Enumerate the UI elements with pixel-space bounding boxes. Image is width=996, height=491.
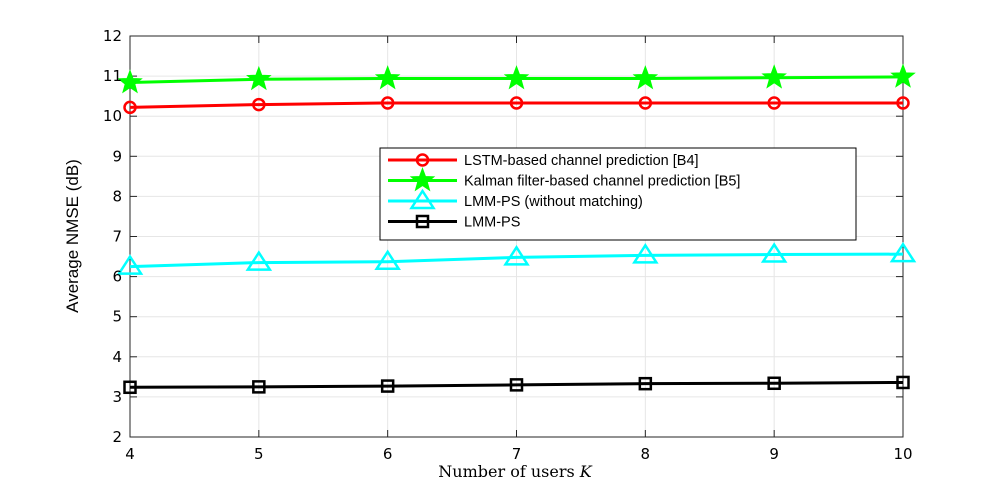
data-point-marker xyxy=(896,375,910,390)
data-point-marker xyxy=(638,96,653,110)
data-point-marker xyxy=(374,65,401,90)
legend-label: LMM-PS (without matching) xyxy=(464,194,643,210)
data-point-marker xyxy=(380,379,395,393)
y-tick-label: 9 xyxy=(112,147,122,165)
legend-label: LMM-PS xyxy=(464,215,520,231)
y-tick-label: 7 xyxy=(112,228,122,246)
x-tick-label: 8 xyxy=(641,445,651,463)
data-point-marker xyxy=(245,250,273,271)
legend-item: LMM-PS xyxy=(388,215,520,231)
legend-item: LSTM-based channel prediction [B4] xyxy=(388,153,699,169)
series-line xyxy=(129,380,904,389)
x-tick-label: 10 xyxy=(893,445,912,463)
y-tick-label: 12 xyxy=(103,27,122,45)
series-line xyxy=(129,252,904,269)
data-point-marker xyxy=(123,380,137,395)
x-tick-label: 5 xyxy=(254,445,264,463)
data-point-marker xyxy=(252,380,266,394)
x-axis-label-variable: K xyxy=(579,462,593,481)
data-point-marker xyxy=(503,245,530,266)
y-tick-label: 11 xyxy=(103,67,122,85)
data-point-marker xyxy=(117,69,143,94)
legend-marker xyxy=(415,153,430,167)
y-tick-label: 3 xyxy=(112,388,122,406)
x-axis-label-text: Number of users xyxy=(438,462,574,481)
tick-labels: 4 5 6 7 8 9 10 2 3 4 5 6 7 8 9 10 11 12 xyxy=(103,27,913,463)
data-point-marker xyxy=(890,63,916,88)
legend-label: Kalman filter-based channel prediction [… xyxy=(464,174,740,190)
series-1 xyxy=(117,63,916,94)
data-point-marker xyxy=(638,376,653,391)
x-tick-label: 7 xyxy=(512,445,522,463)
axes xyxy=(129,35,904,438)
data-point-marker xyxy=(252,97,266,112)
legend-marker xyxy=(409,167,436,192)
data-point-marker xyxy=(632,243,659,264)
series-line xyxy=(129,101,903,109)
y-tick-label: 6 xyxy=(112,268,122,286)
data-point-marker xyxy=(632,65,659,90)
data-point-marker xyxy=(116,254,144,275)
legend-box xyxy=(379,147,857,241)
series-3 xyxy=(123,375,910,395)
legend-marker xyxy=(409,188,436,210)
legend: LSTM-based channel prediction [B4] Kalman… xyxy=(379,147,857,241)
y-tick-label: 8 xyxy=(112,187,122,205)
series-2 xyxy=(116,241,917,275)
series-0 xyxy=(123,96,910,115)
y-tick-label: 4 xyxy=(112,348,122,366)
data-point-marker xyxy=(767,376,781,391)
data-point-marker xyxy=(503,65,530,90)
legend-marker xyxy=(415,214,430,229)
data-point-marker xyxy=(123,100,137,115)
x-axis-label: Number of users K xyxy=(438,462,593,481)
legend-item: Kalman filter-based channel prediction [… xyxy=(388,167,740,192)
data-point-marker xyxy=(767,96,781,110)
y-tick-label: 5 xyxy=(112,308,122,326)
data-point-marker xyxy=(760,242,788,263)
x-tick-label: 6 xyxy=(383,445,393,463)
x-tick-label: 9 xyxy=(769,445,779,463)
data-point-marker xyxy=(896,96,910,110)
data-point-marker xyxy=(509,378,524,392)
x-tick-label: 4 xyxy=(125,445,135,463)
legend-item: LMM-PS (without matching) xyxy=(388,188,643,210)
y-tick-label: 10 xyxy=(103,107,122,125)
data-point-marker xyxy=(380,96,395,110)
data-point-marker xyxy=(246,65,272,91)
y-tick-label: 2 xyxy=(112,428,122,446)
data-point-marker xyxy=(509,96,524,110)
data-point-marker xyxy=(761,64,787,89)
series-plot xyxy=(116,63,917,395)
legend-label: LSTM-based channel prediction [B4] xyxy=(464,153,699,169)
data-point-marker xyxy=(374,249,401,271)
data-point-marker xyxy=(889,241,917,263)
y-axis-label: Average NMSE (dB) xyxy=(63,159,82,313)
